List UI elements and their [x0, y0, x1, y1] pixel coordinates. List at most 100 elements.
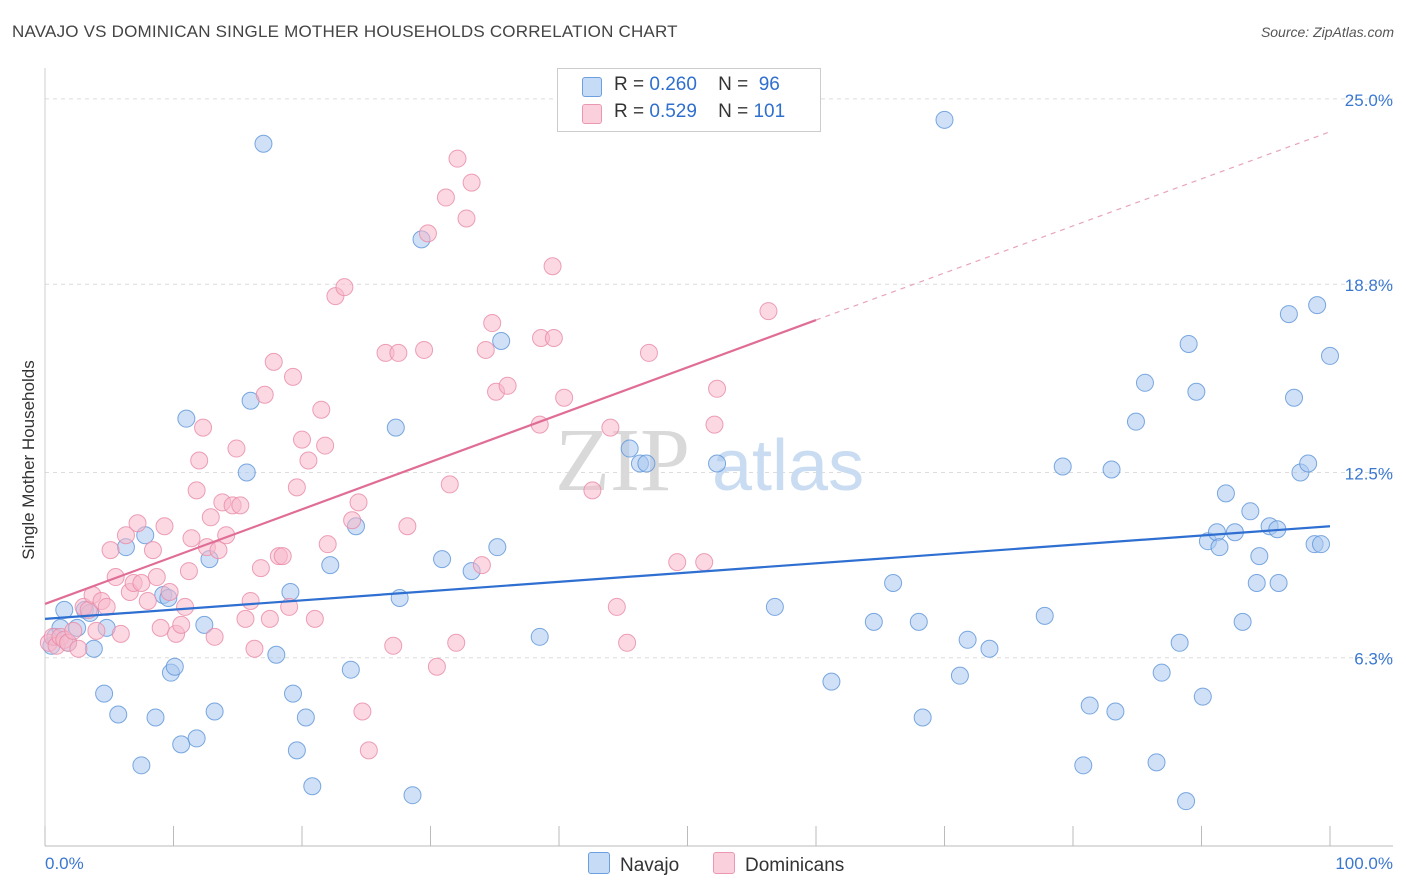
navajo-point	[1250, 547, 1269, 566]
navajo-point	[708, 454, 727, 473]
dominicans-point	[111, 624, 130, 643]
n-label: N =	[718, 101, 749, 122]
navajo-point	[1285, 388, 1304, 407]
dominicans-point	[251, 559, 270, 578]
navajo-point	[1247, 574, 1266, 593]
navajo-point	[909, 612, 928, 631]
dominicans-point	[544, 328, 563, 347]
navajo-point	[177, 409, 196, 428]
dominicans-point	[708, 379, 727, 398]
y-tick-label: 25.0%	[1345, 91, 1393, 110]
navajo-point	[55, 600, 74, 619]
trend-lines	[44, 131, 1331, 620]
x-tick-label: 0.0%	[45, 854, 84, 873]
navajo-point	[287, 741, 306, 760]
navajo-point	[1187, 382, 1206, 401]
dominicans-point	[182, 529, 201, 548]
dominicans-point	[427, 657, 446, 676]
navajo-point	[237, 463, 256, 482]
navajo-point	[195, 615, 214, 634]
navajo-point	[1312, 535, 1331, 554]
navajo-point	[341, 660, 360, 679]
navajo-point	[1299, 454, 1318, 473]
navajo-point	[1279, 305, 1298, 324]
r-value-navajo: 0.260	[649, 74, 697, 95]
dominicans-point	[498, 376, 517, 395]
dominicans-legend-swatch	[713, 852, 735, 874]
dominicans-point	[231, 496, 250, 515]
navajo-point	[254, 134, 273, 153]
navajo-point	[913, 708, 932, 727]
navajo-point	[1126, 412, 1145, 431]
dominicans-point	[668, 553, 687, 572]
dominicans-point	[260, 609, 279, 628]
dominicans-point	[447, 633, 466, 652]
dominicans-point	[349, 493, 368, 512]
navajo-point	[1308, 296, 1327, 315]
dominicans-point	[472, 556, 491, 575]
navajo-trend-line	[44, 525, 1331, 620]
dominicans-trend-extension	[815, 131, 1331, 321]
dominicans-point	[418, 224, 437, 243]
dominicans-point	[245, 639, 264, 658]
navajo-point	[1135, 373, 1154, 392]
navajo-point	[386, 418, 405, 437]
dominicans-point	[618, 633, 637, 652]
navajo-point	[1152, 663, 1171, 682]
dominicans-point	[132, 574, 151, 593]
dominicans-point	[476, 340, 495, 359]
navajo-point	[321, 556, 340, 575]
navajo-point	[1053, 457, 1072, 476]
navajo-point	[822, 672, 841, 691]
dominicans-point	[69, 639, 88, 658]
legend-label-dominicans: Dominicans	[745, 855, 845, 876]
navajo-point	[1179, 334, 1198, 353]
dominicans-point	[316, 436, 335, 455]
navajo-point	[403, 786, 422, 805]
dominicans-point	[138, 591, 157, 610]
dominicans-point	[695, 553, 714, 572]
dominicans-point	[87, 621, 106, 640]
dominicans-point	[457, 209, 476, 228]
navajo-point	[1207, 523, 1226, 542]
navajo-point	[109, 705, 128, 724]
navajo-point	[1210, 538, 1229, 557]
dominicans-point	[187, 481, 206, 500]
navajo-point	[1193, 687, 1212, 706]
legend-item-navajo[interactable]: Navajo	[588, 852, 679, 877]
navajo-point	[1074, 756, 1093, 775]
navajo-point	[620, 439, 639, 458]
navajo-point	[1321, 346, 1339, 365]
dominicans-point	[227, 439, 246, 458]
y-tick-label: 18.8%	[1345, 276, 1393, 295]
navajo-point	[1269, 574, 1288, 593]
dominicans-point	[705, 415, 724, 434]
dominicans-point	[343, 511, 362, 530]
navajo-point	[1035, 606, 1054, 625]
dominicans-point	[607, 597, 626, 616]
dominicans-point	[143, 541, 162, 560]
navajo-point	[530, 627, 549, 646]
dominicans-point	[462, 173, 481, 192]
legend-item-dominicans[interactable]: Dominicans	[713, 852, 844, 877]
navajo-point	[84, 639, 103, 658]
navajo-point	[284, 684, 303, 703]
tick-labels: 6.3% 12.5% 18.8% 25.0% 0.0% 100.0%	[45, 91, 1393, 873]
dominicans-point	[190, 451, 209, 470]
navajo-point	[637, 454, 656, 473]
watermark-atlas: atlas	[712, 426, 864, 506]
dominicans-point	[543, 257, 562, 276]
dominicans-point	[583, 481, 602, 500]
navajo-point	[132, 756, 151, 775]
navajo-point	[1233, 612, 1252, 631]
navajo-point	[172, 735, 191, 754]
series-navajo	[42, 110, 1339, 811]
navajo-point	[935, 110, 954, 129]
navajo-point	[1080, 696, 1099, 715]
dominicans-point	[436, 188, 455, 207]
r-value-dominicans: 0.529	[649, 101, 697, 122]
dominicans-point	[172, 615, 191, 634]
dominicans-point	[483, 314, 502, 333]
dominicans-point	[194, 418, 213, 437]
dominicans-point	[155, 517, 174, 536]
